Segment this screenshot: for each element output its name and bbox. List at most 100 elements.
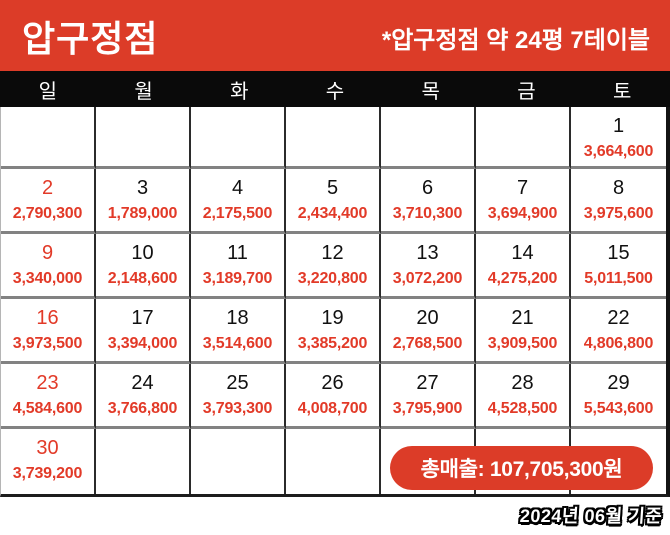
calendar-cell: 5 2,434,400 — [286, 169, 381, 234]
sales-amount: 2,790,300 — [12, 205, 83, 222]
sales-amount: 2,768,500 — [392, 335, 463, 352]
calendar-cell — [191, 107, 286, 169]
day-number: 11 — [227, 242, 248, 264]
total-sales-label: 총매출: 107,705,300원 — [420, 458, 623, 481]
sales-amount: 5,543,600 — [583, 400, 654, 417]
calendar-cell: 30 3,739,200 — [1, 429, 96, 494]
sales-amount: 3,189,700 — [202, 270, 273, 287]
calendar-cell — [96, 429, 191, 494]
day-number: 14 — [511, 242, 534, 264]
day-number: 29 — [607, 372, 630, 394]
calendar-cell: 19 3,385,200 — [286, 299, 381, 364]
sales-amount: 2,175,500 — [202, 205, 273, 222]
sales-amount: 4,584,600 — [12, 400, 83, 417]
calendar: 일 월 화 수 목 금 토 — [0, 71, 670, 497]
calendar-cell: 3 1,789,000 — [96, 169, 191, 234]
calendar-cell — [476, 107, 571, 169]
calendar-cell — [1, 107, 96, 169]
calendar-cell — [286, 107, 381, 169]
weekday-thu: 목 — [421, 80, 440, 103]
weekday-sat: 토 — [612, 80, 632, 103]
calendar-cell: 2 2,790,300 — [1, 169, 96, 234]
day-number: 3 — [136, 177, 149, 199]
calendar-cell: 12 3,220,800 — [286, 234, 381, 299]
sales-amount: 4,806,800 — [583, 335, 654, 352]
day-number: 19 — [321, 307, 344, 329]
calendar-cell: 14 4,275,200 — [476, 234, 571, 299]
day-number: 22 — [607, 307, 630, 329]
weekday-tue: 화 — [230, 80, 249, 103]
sales-amount: 3,385,200 — [297, 335, 368, 352]
calendar-cell: 23 4,584,600 — [1, 364, 96, 429]
day-number: 2 — [41, 177, 54, 199]
calendar-cell: 24 3,766,800 — [96, 364, 191, 429]
store-title: 압구정점 — [22, 17, 159, 59]
sales-amount: 1,789,000 — [107, 205, 178, 222]
calendar-cell: 29 5,543,600 — [571, 364, 666, 429]
day-number: 23 — [36, 372, 59, 394]
day-number: 20 — [416, 307, 439, 329]
day-number: 26 — [321, 372, 344, 394]
day-number: 5 — [326, 177, 339, 199]
weekday-mon: 월 — [134, 80, 153, 103]
store-subtitle: *압구정점 약 24평 7테이블 — [381, 27, 650, 54]
calendar-cell: 11 3,189,700 — [191, 234, 286, 299]
calendar-cell — [381, 107, 476, 169]
total-sales-badge: 총매출: 107,705,300원 — [390, 446, 653, 490]
calendar-cell: 21 3,909,500 — [476, 299, 571, 364]
day-number: 30 — [36, 437, 59, 459]
sales-amount: 3,975,600 — [583, 205, 654, 222]
day-number: 4 — [231, 177, 244, 199]
sales-amount: 3,664,600 — [583, 143, 654, 160]
sales-amount: 3,909,500 — [487, 335, 558, 352]
sales-amount: 3,795,900 — [392, 400, 463, 417]
weekday-fri: 금 — [517, 80, 536, 103]
sales-amount: 2,148,600 — [107, 270, 178, 287]
sales-amount: 3,220,800 — [297, 270, 368, 287]
day-number: 17 — [131, 307, 154, 329]
calendar-cell — [96, 107, 191, 169]
calendar-cell: 4 2,175,500 — [191, 169, 286, 234]
calendar-cell: 8 3,975,600 — [571, 169, 666, 234]
sales-amount: 4,528,500 — [487, 400, 558, 417]
calendar-cell: 28 4,528,500 — [476, 364, 571, 429]
calendar-cell: 15 5,011,500 — [571, 234, 666, 299]
calendar-cell: 7 3,694,900 — [476, 169, 571, 234]
day-number: 10 — [131, 242, 154, 264]
day-number: 9 — [41, 242, 54, 264]
sales-amount: 3,340,000 — [12, 270, 83, 287]
sales-amount: 4,008,700 — [297, 400, 368, 417]
calendar-cell — [286, 429, 381, 494]
banner: 압구정점 *압구정점 약 24평 7테이블 — [0, 0, 670, 71]
sales-amount: 3,766,800 — [107, 400, 178, 417]
day-number: 27 — [416, 372, 439, 394]
weekday-wed: 수 — [325, 80, 345, 103]
sales-amount: 3,973,500 — [12, 335, 83, 352]
sales-amount: 3,514,600 — [202, 335, 273, 352]
calendar-cell: 27 3,795,900 — [381, 364, 476, 429]
sales-amount: 2,434,400 — [297, 205, 368, 222]
day-number: 16 — [36, 307, 59, 329]
weekday-header: 일 월 화 수 목 금 토 — [0, 71, 670, 107]
day-number: 12 — [321, 242, 344, 264]
calendar-cell — [191, 429, 286, 494]
calendar-cell: 18 3,514,600 — [191, 299, 286, 364]
sales-amount: 3,694,900 — [487, 205, 558, 222]
day-number: 13 — [416, 242, 439, 264]
calendar-grid: 1 3,664,600 2 2,790,300 3 1,789,000 4 2,… — [0, 107, 670, 497]
day-number: 24 — [131, 372, 154, 394]
reference-date-note: 2024년 06월 기준 — [518, 506, 663, 526]
sales-amount: 3,739,200 — [12, 465, 83, 482]
sales-amount: 3,072,200 — [392, 270, 463, 287]
calendar-cell: 13 3,072,200 — [381, 234, 476, 299]
day-number: 28 — [511, 372, 534, 394]
sales-amount: 4,275,200 — [487, 270, 558, 287]
calendar-cell: 26 4,008,700 — [286, 364, 381, 429]
day-number: 18 — [226, 307, 249, 329]
day-number: 8 — [612, 177, 625, 199]
calendar-cell: 16 3,973,500 — [1, 299, 96, 364]
sales-amount: 5,011,500 — [584, 270, 653, 287]
calendar-cell: 9 3,340,000 — [1, 234, 96, 299]
day-number: 25 — [226, 372, 249, 394]
